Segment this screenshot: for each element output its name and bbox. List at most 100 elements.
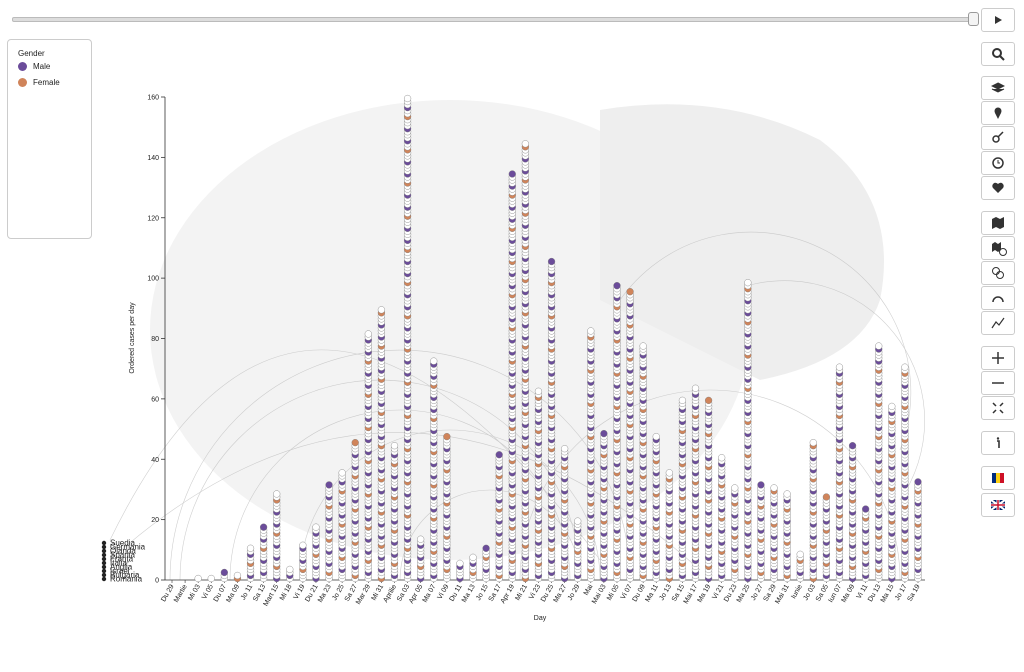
time-button[interactable] — [981, 151, 1015, 175]
bubbles-button[interactable] — [981, 261, 1015, 285]
case-dot — [207, 574, 215, 583]
case-column — [364, 330, 372, 583]
map-bubbles-button[interactable] — [981, 236, 1015, 260]
case-column — [220, 568, 228, 583]
trend-button[interactable] — [981, 311, 1015, 335]
legend-label: Male — [33, 62, 51, 71]
romanian-flag[interactable] — [981, 466, 1015, 490]
case-dot — [600, 429, 608, 438]
case-dot — [561, 445, 569, 453]
case-dot — [469, 553, 477, 561]
play-button[interactable] — [981, 8, 1015, 32]
case-dot — [233, 571, 242, 580]
zoom-in-button[interactable] — [981, 346, 1015, 370]
case-dot — [731, 484, 739, 492]
x-tick-label: Mai — [583, 583, 595, 597]
location-button[interactable] — [981, 101, 1015, 125]
y-axis-title: Ordered cases per day — [129, 302, 136, 374]
case-column — [718, 454, 726, 583]
case-column — [246, 544, 255, 583]
case-column — [338, 469, 346, 583]
country-label: Germania — [110, 543, 146, 552]
x-tick-label: Aprilie — [382, 583, 398, 603]
country-label: Bulgaria — [110, 571, 140, 580]
slider-thumb[interactable] — [968, 12, 979, 26]
case-dot — [521, 140, 529, 148]
fit-button[interactable] — [981, 396, 1015, 420]
x-tick-label: Ma 13 — [461, 583, 477, 603]
case-column — [704, 396, 713, 583]
english-flag[interactable] — [981, 493, 1015, 517]
case-dot — [744, 279, 752, 287]
case-column — [574, 517, 582, 583]
case-column — [273, 490, 281, 583]
country-label: Spania — [110, 551, 135, 560]
case-dot — [273, 490, 281, 498]
case-column — [286, 565, 294, 583]
y-tick-label: 120 — [147, 215, 159, 222]
legend-title: Gender — [18, 49, 45, 58]
x-tick-label: Sa 19 — [907, 583, 922, 602]
legend-item[interactable]: Female — [18, 77, 60, 89]
x-tick-label: Mi 18 — [279, 583, 294, 601]
x-axis-title: Day — [534, 615, 547, 622]
case-column — [351, 439, 359, 583]
country-label: Anglia — [110, 563, 133, 572]
case-dot — [718, 454, 726, 462]
search-button[interactable] — [981, 42, 1015, 66]
case-dot — [194, 574, 202, 583]
case-dot — [574, 517, 582, 525]
x-tick-label: Mi 03 — [187, 583, 202, 601]
case-dot — [783, 490, 791, 498]
case-column — [417, 535, 425, 583]
case-dot — [260, 523, 268, 531]
case-dot — [508, 170, 516, 178]
case-column — [403, 94, 412, 583]
map-button[interactable] — [981, 211, 1015, 235]
case-dot — [835, 363, 844, 371]
case-column — [770, 484, 778, 583]
case-dot — [901, 363, 909, 371]
case-dot — [417, 535, 425, 543]
case-column — [848, 442, 857, 583]
case-dot — [286, 565, 294, 574]
case-column — [194, 574, 202, 583]
x-tick-label: Ma 09 — [840, 583, 856, 603]
x-tick-label: Ma 15 — [880, 583, 896, 603]
case-dot — [482, 544, 490, 552]
case-column — [744, 279, 752, 583]
case-column — [600, 429, 608, 583]
case-dot — [809, 439, 817, 447]
country-node — [101, 560, 107, 566]
info-button[interactable] — [981, 431, 1015, 455]
x-tick-label: Jo 29 — [567, 583, 582, 601]
case-column — [757, 481, 765, 583]
y-tick-label: 100 — [147, 276, 159, 283]
case-column — [390, 442, 399, 583]
case-column — [875, 342, 883, 583]
case-column — [652, 433, 660, 583]
case-column — [731, 484, 739, 583]
x-tick-label: Ma 23 — [317, 583, 333, 603]
country-node — [101, 568, 107, 574]
y-tick-label: 160 — [147, 95, 159, 102]
case-column — [299, 541, 307, 583]
legend-item[interactable]: Male — [18, 61, 50, 73]
case-column — [678, 396, 687, 583]
layers-button[interactable] — [981, 76, 1015, 100]
zoom-out-button[interactable] — [981, 371, 1015, 395]
y-tick-label: 140 — [147, 155, 159, 162]
case-dot — [495, 451, 503, 459]
case-column — [665, 469, 673, 583]
case-dot — [430, 357, 438, 365]
gender-button[interactable] — [981, 126, 1015, 150]
arc-button[interactable] — [981, 286, 1015, 310]
case-column — [377, 306, 386, 583]
health-button[interactable] — [981, 176, 1015, 200]
case-dot — [364, 330, 372, 338]
case-dot — [796, 550, 804, 558]
case-column — [822, 493, 830, 583]
case-dot — [613, 282, 621, 290]
case-column — [613, 282, 621, 583]
case-column — [626, 288, 634, 583]
